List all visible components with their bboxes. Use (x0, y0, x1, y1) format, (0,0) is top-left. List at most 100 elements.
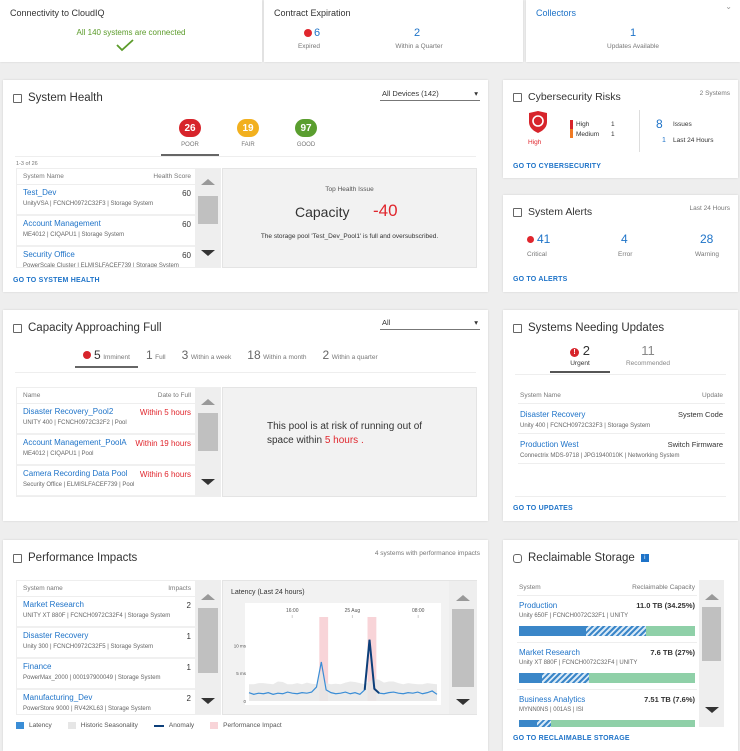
col-date-to-full: Date to Full (157, 392, 191, 399)
health-scrollbar[interactable] (195, 168, 221, 268)
connectivity-message: All 140 systems are connected (76, 28, 186, 37)
item-name[interactable]: Disaster Recovery (520, 410, 586, 419)
list-item[interactable]: Manufacturing_Dev PowerStore 9000 | RV42K… (17, 690, 197, 714)
tab-within-a-quarter[interactable]: 2 Within a quarter (315, 348, 386, 368)
list-item[interactable]: Production Unity 650F | FCNCH0072C32F1 | … (517, 596, 697, 643)
item-name[interactable]: Camera Recording Data Pool (23, 469, 128, 478)
expired-count[interactable]: 6 (314, 27, 321, 39)
item-name[interactable]: Security Office (23, 250, 75, 259)
issues-count[interactable]: 8 (656, 117, 663, 131)
col-reclaimable-capacity: Reclaimable Capacity (632, 584, 695, 591)
tab-fair[interactable]: 19 FAIR (219, 118, 277, 156)
error-label: Error (618, 251, 633, 258)
last24-count[interactable]: 1 (662, 137, 666, 144)
systems-needing-updates-card: Systems Needing Updates ! 2 Urgent 11 Re… (503, 310, 738, 521)
list-item[interactable]: Account Management_PoolA ME4012 | CIQAPU1… (17, 435, 197, 466)
legend-swatch (67, 722, 76, 729)
list-item[interactable]: Account Management ME4012 | CIQAPU1 | Sto… (17, 216, 197, 247)
item-name[interactable]: Production (519, 601, 558, 610)
y-tick-label: 10 ms (234, 643, 247, 648)
item-name[interactable]: Business Analytics (519, 695, 586, 704)
chevron-down-icon[interactable]: ⌄ (725, 2, 732, 11)
col-update: Update (702, 392, 723, 399)
card-title: Connectivity to CloudIQ (10, 8, 105, 18)
capacity-message: This pool is at risk of running out of s… (267, 420, 442, 448)
error-count[interactable]: 4 (621, 232, 628, 246)
item-name[interactable]: Disaster Recovery_Pool2 (23, 407, 114, 416)
caret-down-icon: ▾ (474, 318, 478, 327)
item-name[interactable]: Test_Dev (23, 188, 57, 197)
item-name[interactable]: Finance (23, 662, 52, 671)
critical-icon (527, 235, 534, 243)
list-item[interactable]: Disaster Recovery Unity 300 | FCNCH0972C3… (17, 628, 197, 659)
item-details: ME4012 | CIQAPU1 | Storage System (23, 232, 125, 238)
shield-icon (513, 92, 522, 102)
card-title: System Alerts (528, 206, 593, 218)
capacity-icon (13, 323, 22, 333)
card-title: Contract Expiration (274, 8, 351, 18)
capacity-scrollbar[interactable] (195, 387, 221, 497)
critical-count[interactable]: 41 (537, 232, 551, 246)
warning-count[interactable]: 28 (700, 232, 714, 246)
check-icon (116, 39, 134, 52)
list-item[interactable]: Market Research UNITY XT 880F | FCNCH0972… (17, 597, 197, 628)
quarter-count[interactable]: 2 (414, 27, 421, 39)
collectors-card[interactable]: Collectors ⌄ 1 Updates Available (526, 0, 740, 62)
item-details: Unity XT 880F | FCNCH0072C32F4 | UNITY (519, 660, 638, 666)
list-item[interactable]: Test_Dev UnityVSA | FCNCH0972C32F3 | Stor… (17, 185, 197, 216)
issues-label: Issues (673, 121, 692, 128)
go-to-reclaimable-storage-link[interactable]: GO TO RECLAIMABLE STORAGE (513, 735, 630, 742)
list-item[interactable]: Disaster Recovery Unity 400 | FCNCH0972C3… (518, 404, 725, 434)
capacity-bar (519, 720, 695, 727)
list-item[interactable]: Security Office PowerScale Cluster | ELMI… (17, 247, 197, 267)
list-item[interactable]: Production West Connectrix MDS-9718 | JPG… (518, 434, 725, 464)
tab-within-a-month[interactable]: 18 Within a month (239, 348, 314, 368)
item-name[interactable]: Market Research (23, 600, 84, 609)
count-badge: 26 (179, 119, 201, 137)
col-system-name: System name (23, 585, 63, 592)
item-name[interactable]: Disaster Recovery (23, 631, 89, 640)
item-name[interactable]: Account Management_PoolA (23, 438, 127, 447)
go-to-system-health-link[interactable]: GO TO SYSTEM HEALTH (13, 277, 100, 284)
tab-urgent[interactable]: ! 2 Urgent (550, 343, 610, 373)
medium-label: Medium (576, 131, 600, 138)
card-title: Cybersecurity Risks (528, 91, 621, 103)
card-title[interactable]: Collectors (536, 8, 577, 18)
contract-expiration-card[interactable]: Contract Expiration 6 Expired 2 Within a… (264, 0, 523, 62)
updates-count[interactable]: 1 (629, 27, 637, 39)
alerts-period: Last 24 Hours (689, 205, 730, 212)
connectivity-card: Connectivity to CloudIQ All 140 systems … (0, 0, 262, 62)
medium-count: 1 (611, 131, 615, 138)
item-name[interactable]: Production West (520, 440, 579, 449)
item-name[interactable]: Market Research (519, 648, 580, 657)
tab-full[interactable]: 1 Full (138, 348, 174, 368)
tab-imminent[interactable]: 5 Imminent (75, 348, 138, 368)
systems-count: 2 Systems (699, 90, 730, 97)
list-item[interactable]: Disaster Recovery_Pool2 UNITY 400 | FCNCH… (17, 404, 197, 435)
tab-poor[interactable]: 26 POOR (161, 118, 219, 156)
device-filter-select[interactable]: All Devices (142) ▾ (380, 89, 480, 101)
reclaimable-scrollbar[interactable] (699, 580, 724, 727)
list-item[interactable]: Business Analytics MYNN0NS | 001AS | ISI 7… (517, 690, 697, 727)
go-to-updates-link[interactable]: GO TO UPDATES (513, 505, 573, 512)
tab-good[interactable]: 97 GOOD (277, 118, 335, 156)
bar-solid (519, 626, 586, 636)
capacity-list: Name Date to Full Disaster Recovery_Pool2… (16, 387, 198, 497)
urgent-icon: ! (570, 348, 580, 357)
caret-down-icon: ▾ (474, 89, 478, 98)
item-name[interactable]: Manufacturing_Dev (23, 693, 93, 702)
item-name[interactable]: Account Management (23, 219, 101, 228)
performance-impacts-card: Performance Impacts 4 systems with perfo… (3, 540, 488, 751)
go-to-alerts-link[interactable]: GO TO ALERTS (513, 276, 568, 283)
tab-recommended[interactable]: 11 Recommended (618, 343, 678, 367)
list-item[interactable]: Finance PowerMax_2000 | 000197900049 | St… (17, 659, 197, 690)
chart-scrollbar[interactable] (449, 581, 477, 714)
list-item[interactable]: Market Research Unity XT 880F | FCNCH0072… (517, 643, 697, 690)
chart-title: Latency (Last 24 hours) (231, 589, 305, 596)
tab-within-a-week[interactable]: 3 Within a week (174, 348, 240, 368)
info-icon[interactable]: i (640, 554, 649, 562)
list-item[interactable]: Camera Recording Data Pool Security Offic… (17, 466, 197, 496)
performance-list-scrollbar[interactable] (195, 580, 221, 715)
capacity-filter-select[interactable]: All ▾ (380, 318, 480, 330)
go-to-cybersecurity-link[interactable]: GO TO CYBERSECURITY (513, 163, 602, 170)
